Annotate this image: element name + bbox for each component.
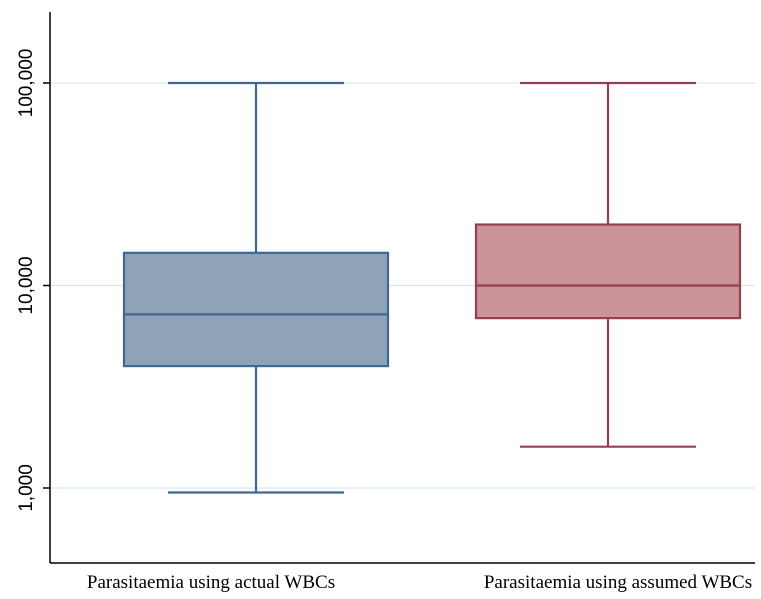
category-label-1: Parasitaemia using assumed WBCs [484, 572, 752, 593]
category-label-0: Parasitaemia using actual WBCs [87, 572, 335, 593]
y-tick-label-0: 1,000 [16, 464, 37, 512]
y-tick-label-2: 100,000 [16, 49, 37, 118]
axes [43, 12, 755, 564]
iqr-box [474, 223, 742, 320]
y-tick-label-1: 10,000 [16, 256, 37, 314]
iqr-box [122, 251, 390, 368]
box-series-1 [474, 81, 742, 448]
boxes [122, 81, 742, 494]
labels: Parasitaemia using actual WBCs Parasitaem… [16, 49, 752, 593]
box-series-0 [122, 81, 390, 494]
